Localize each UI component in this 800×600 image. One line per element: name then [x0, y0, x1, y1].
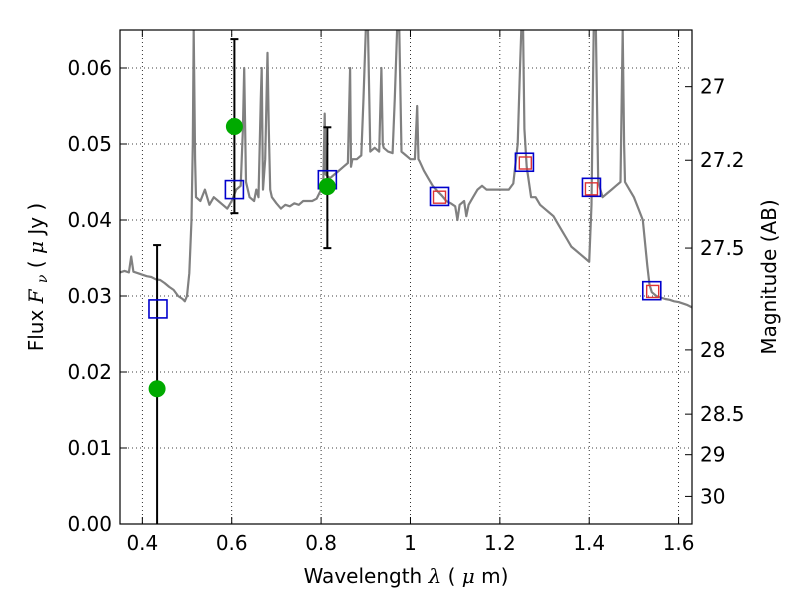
y-axis-label-units-rest: Jy )	[24, 203, 48, 237]
x-axis-label-units-mu: μ	[462, 564, 475, 588]
y2-tick-label: 27.2	[700, 148, 745, 172]
y-axis-label-units-open: (	[24, 254, 48, 268]
model-flux-square-ir	[584, 182, 599, 196]
y-tick-label: 0.00	[67, 512, 112, 536]
y2-tick-label: 28	[700, 338, 725, 362]
x-axis-label-prefix: Wavelength	[304, 564, 429, 588]
y-axis-label-subscript: ν	[35, 274, 51, 283]
x-tick-label: 1.4	[573, 531, 605, 555]
y-axis-label-symbol: F	[24, 288, 48, 304]
model-flux-square	[514, 152, 535, 173]
y2-tick-label: 30	[700, 484, 725, 508]
model-flux-square	[148, 299, 168, 319]
grid-layer	[120, 30, 692, 525]
y-tick-label: 0.04	[67, 208, 112, 232]
y2-tick-label: 28.5	[700, 402, 745, 426]
y-tick-label: 0.02	[67, 360, 112, 384]
data-layer	[120, 30, 692, 524]
y2-axis-label: Magnitude (AB)	[757, 199, 781, 354]
model-flux-square	[581, 177, 602, 198]
x-tick-label: 0.8	[305, 531, 337, 555]
y-tick-label: 0.06	[67, 56, 112, 80]
x-tick-label: 1.6	[663, 531, 695, 555]
axes-layer: 0.4 0.6 0.8 1 1.2 1.4 1.6 0.00 0.01 0.02 0.03 0.04 0…	[67, 29, 745, 555]
x-tick-label: 1	[404, 531, 417, 555]
model-flux-square-ir	[518, 156, 533, 170]
observed-flux-point	[148, 380, 166, 398]
model-flux-square	[641, 280, 662, 301]
y-tick-label: 0.03	[67, 284, 112, 308]
y-tick-label: 0.05	[67, 132, 112, 156]
y2-tick-label: 27	[700, 75, 725, 99]
y-axis-label: Flux F ν ( μ Jy )	[24, 203, 52, 352]
x-tick-label: 0.4	[126, 531, 158, 555]
x-tick-label: 1.2	[484, 531, 516, 555]
y2-tick-label: 29	[700, 443, 725, 467]
observed-flux-point	[225, 118, 243, 136]
x-axis-label-units-open: (	[448, 564, 456, 588]
model-flux-square	[429, 186, 450, 207]
y-axis-label-prefix: Flux	[24, 303, 48, 351]
y2-tick-label: 27.5	[700, 236, 745, 260]
y-tick-label: 0.01	[67, 436, 112, 460]
spectrum-line	[120, 30, 692, 309]
x-tick-label: 0.6	[216, 531, 248, 555]
model-flux-square-ir	[645, 284, 660, 299]
x-axis-label: Wavelength λ ( μ m)	[304, 564, 509, 588]
x-axis-label-symbol: λ	[428, 564, 442, 588]
model-flux-square-ir	[432, 190, 447, 204]
model-flux-square	[224, 179, 245, 200]
x-axis-label-units-rest: m)	[481, 564, 508, 588]
observed-flux-point	[318, 178, 336, 196]
y-axis-label-units-mu: μ	[24, 241, 48, 254]
plot-frame	[119, 29, 693, 525]
